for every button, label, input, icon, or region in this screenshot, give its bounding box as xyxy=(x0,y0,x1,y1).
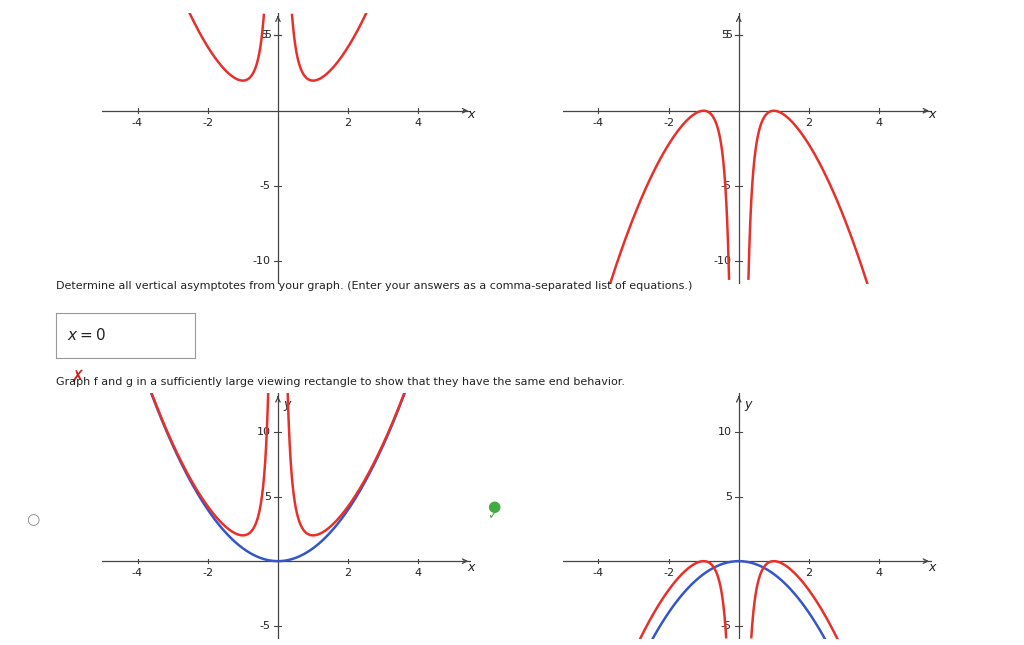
Text: y: y xyxy=(744,399,752,412)
Text: x: x xyxy=(929,108,936,121)
Text: 5: 5 xyxy=(260,30,267,41)
Text: 4: 4 xyxy=(415,568,422,578)
Text: 5: 5 xyxy=(721,30,728,41)
Text: 5: 5 xyxy=(725,491,732,502)
Text: -2: -2 xyxy=(663,118,674,128)
Text: x: x xyxy=(929,561,936,574)
Text: -5: -5 xyxy=(260,181,271,191)
Text: x: x xyxy=(468,561,475,574)
Text: $x = 0$: $x = 0$ xyxy=(68,328,106,343)
Text: ○: ○ xyxy=(27,511,40,527)
Text: -5: -5 xyxy=(721,181,732,191)
Text: Graph f and g in a sufficiently large viewing rectangle to show that they have t: Graph f and g in a sufficiently large vi… xyxy=(56,377,626,388)
Text: 4: 4 xyxy=(415,118,422,128)
Text: ✗: ✗ xyxy=(70,368,84,386)
Text: x: x xyxy=(468,108,475,121)
Text: 4: 4 xyxy=(876,118,883,128)
Text: 5: 5 xyxy=(264,491,271,502)
Text: 2: 2 xyxy=(806,568,812,578)
Text: ✓: ✓ xyxy=(487,510,498,522)
Text: 2: 2 xyxy=(345,118,351,128)
Text: -4: -4 xyxy=(132,568,143,578)
Text: 4: 4 xyxy=(876,568,883,578)
Text: Determine all vertical asymptotes from your graph. (Enter your answers as a comm: Determine all vertical asymptotes from y… xyxy=(56,281,692,291)
Text: 10: 10 xyxy=(257,427,271,437)
Text: -2: -2 xyxy=(202,568,213,578)
Text: ●: ● xyxy=(487,499,501,514)
Text: 2: 2 xyxy=(345,568,351,578)
Text: -2: -2 xyxy=(202,118,213,128)
Text: 10: 10 xyxy=(718,427,732,437)
Text: 5: 5 xyxy=(264,30,271,41)
Text: -10: -10 xyxy=(714,256,732,266)
Text: -2: -2 xyxy=(663,568,674,578)
Text: -4: -4 xyxy=(132,118,143,128)
Text: 2: 2 xyxy=(806,118,812,128)
Text: -5: -5 xyxy=(721,620,732,631)
Text: -4: -4 xyxy=(593,118,604,128)
Text: -5: -5 xyxy=(260,620,271,631)
Text: -4: -4 xyxy=(593,568,604,578)
Text: y: y xyxy=(284,399,291,412)
Text: -10: -10 xyxy=(253,256,271,266)
Text: 5: 5 xyxy=(725,30,732,41)
